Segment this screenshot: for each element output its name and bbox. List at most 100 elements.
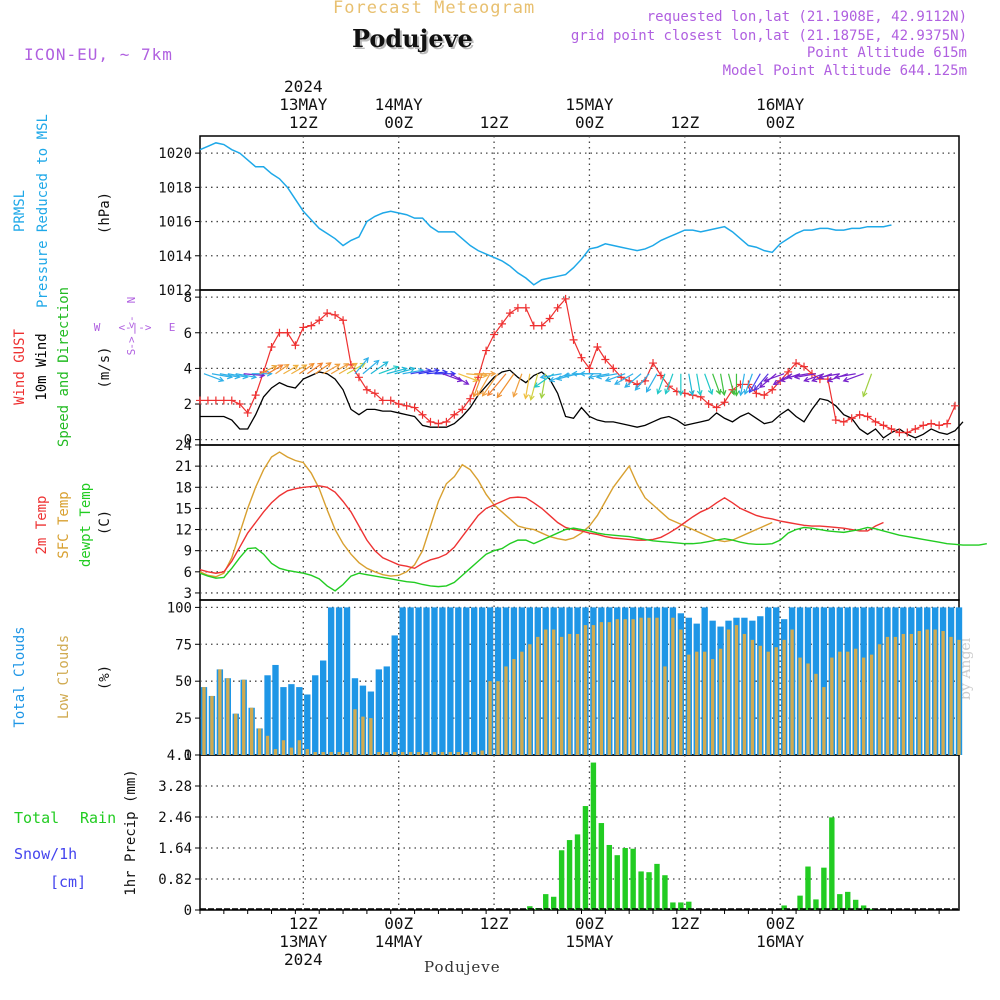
- wind-direction-arrow: [634, 373, 650, 391]
- wind-direction-arrow: [386, 367, 407, 375]
- low-cloud-bar: [655, 617, 659, 755]
- wind-arrow-head: [271, 364, 278, 371]
- low-cloud-bar: [488, 681, 492, 755]
- rain-bar: [622, 848, 628, 910]
- rain-bar: [852, 899, 859, 910]
- wind-arrow-head: [283, 363, 290, 370]
- wind-arrow-head: [842, 376, 849, 383]
- total-cloud-bar: [391, 635, 398, 755]
- low-cloud-bar: [679, 629, 683, 755]
- compass-n-arrow: <-: [125, 315, 138, 328]
- wind-arrow-head: [277, 364, 284, 370]
- low-cloud-bar: [909, 633, 913, 755]
- gust-marker: [569, 335, 578, 344]
- low-cloud-bar: [544, 629, 548, 755]
- y-axis-label: 1hr Precip (mm): [123, 769, 139, 895]
- wind-arrow-head: [786, 373, 793, 380]
- wind-direction-arrow: [322, 363, 340, 375]
- precip-rain-label: Rain: [80, 809, 116, 827]
- gust-marker: [545, 314, 554, 323]
- low-cloud-bar: [631, 619, 635, 755]
- low-cloud-bar: [742, 633, 747, 755]
- total-cloud-bar: [423, 607, 430, 755]
- wind-direction-arrow: [259, 365, 277, 375]
- wind-arrow-head: [555, 375, 563, 381]
- wind-arrow-head: [359, 362, 366, 369]
- low-cloud-bar: [218, 669, 222, 755]
- precip-cm-label: [cm]: [50, 873, 86, 891]
- low-cloud-bar: [440, 752, 445, 755]
- gust-marker: [855, 410, 864, 419]
- total-cloud-bar: [407, 607, 414, 755]
- y-axis-label: (hPa): [97, 192, 113, 234]
- model-label: ICON-EU, ~ 7km: [24, 45, 173, 64]
- bottom-date-label: 16MAY: [756, 932, 805, 951]
- gust-marker: [935, 421, 944, 430]
- low-cloud-bar: [496, 681, 500, 755]
- gust-marker: [211, 396, 220, 405]
- total-cloud-bar: [478, 607, 486, 755]
- low-cloud-bar: [567, 633, 572, 755]
- gust-marker: [768, 385, 777, 394]
- wind-direction-arrow: [496, 373, 515, 398]
- wind-arrow-head: [688, 389, 695, 397]
- low-cloud-bar: [249, 707, 254, 755]
- low-cloud-bar: [885, 636, 890, 755]
- wind-direction-arrow: [235, 373, 257, 378]
- wind-direction-arrow: [657, 373, 666, 394]
- total-cloud-bar: [375, 669, 383, 755]
- low-cloud-bar: [345, 752, 349, 755]
- wind-direction-arrow: [275, 364, 289, 375]
- low-cloud-bar: [663, 666, 667, 755]
- y-tick-label: 50: [175, 674, 192, 690]
- total-cloud-bar: [288, 684, 295, 755]
- low-cloud-bar: [520, 651, 524, 755]
- gust-marker: [609, 364, 618, 373]
- gust-marker: [847, 414, 856, 423]
- y-tick-label: 1016: [158, 215, 192, 231]
- low-cloud-bar: [957, 639, 961, 755]
- gust-marker: [315, 316, 324, 325]
- wind-direction-arrow: [314, 362, 332, 375]
- gust-marker: [490, 330, 499, 339]
- low-cloud-bar: [210, 695, 214, 755]
- y-tick-label: 1.64: [158, 841, 192, 857]
- compass-ew-arrows: <-|->: [118, 321, 151, 334]
- bottom-time-label: 00Z: [766, 914, 795, 933]
- wind-arrow-head: [373, 359, 380, 366]
- low-cloud-bar: [599, 622, 604, 755]
- low-cloud-bar: [281, 740, 286, 755]
- model-altitude: Model Point Altitude 644.125m: [722, 63, 967, 79]
- gust-marker: [529, 321, 538, 330]
- low-cloud-bar: [297, 740, 302, 755]
- gust-marker: [219, 396, 228, 405]
- rain-bar: [550, 896, 557, 910]
- low-cloud-bar: [416, 752, 421, 755]
- wind-direction-arrow: [749, 373, 761, 393]
- low-cloud-bar: [861, 657, 866, 755]
- wind-arrow-head: [753, 385, 760, 392]
- y-tick-label: 4.1: [167, 748, 192, 764]
- gust-marker: [537, 321, 546, 330]
- low-cloud-bar: [273, 749, 278, 755]
- total-cloud-bar: [447, 607, 454, 755]
- gust-marker: [863, 412, 872, 421]
- wind-arrow-head: [862, 391, 868, 398]
- low-cloud-bar: [583, 625, 588, 755]
- top-time-label: 12Z: [670, 113, 699, 132]
- low-cloud-bar: [242, 679, 246, 755]
- gust-marker: [458, 405, 467, 414]
- low-cloud-bar: [925, 629, 929, 755]
- low-cloud-bar: [726, 629, 731, 755]
- low-cloud-bar: [234, 713, 238, 755]
- total-cloud-bar: [431, 607, 438, 755]
- wind-arrow-head: [292, 364, 299, 370]
- wind-direction-arrow: [540, 373, 562, 379]
- low-cloud-bar: [305, 749, 309, 755]
- low-cloud-bar: [615, 619, 619, 755]
- rain-bar: [821, 867, 827, 910]
- top-date-label: 15MAY: [565, 95, 614, 114]
- wind-arrow-head: [539, 373, 546, 380]
- total-cloud-bar: [415, 607, 422, 755]
